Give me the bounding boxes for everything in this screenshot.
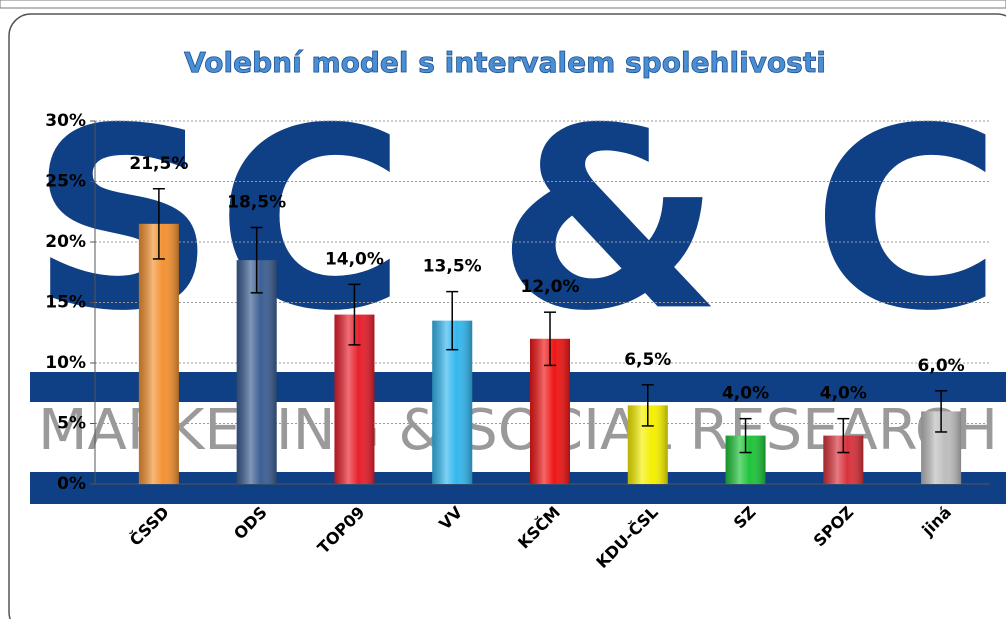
- value-label: 6,0%: [918, 356, 965, 376]
- value-label: 6,5%: [624, 350, 671, 370]
- value-label: 21,5%: [129, 154, 188, 174]
- y-tick-label: 30%: [45, 111, 86, 131]
- value-label: 18,5%: [227, 192, 286, 212]
- value-label: 4,0%: [820, 384, 867, 404]
- y-tick-label: 15%: [45, 293, 86, 313]
- value-label: 4,0%: [722, 384, 769, 404]
- watermark: SC & C: [30, 74, 1002, 365]
- y-tick-label: 25%: [45, 172, 86, 192]
- value-label: 13,5%: [423, 257, 482, 277]
- value-label: 12,0%: [521, 277, 580, 297]
- chart-title: Volební model s intervalem spolehlivosti: [184, 46, 826, 79]
- value-label: 14,0%: [325, 249, 384, 269]
- top-border: [0, 0, 1006, 9]
- bar-shine: [236, 260, 277, 484]
- bar-shine: [138, 223, 179, 484]
- y-tick-label: 20%: [45, 232, 86, 252]
- watermark-band: [30, 372, 1006, 402]
- y-tick-label: 0%: [57, 474, 86, 494]
- y-tick-label: 10%: [45, 353, 86, 373]
- y-tick-label: 5%: [57, 414, 86, 434]
